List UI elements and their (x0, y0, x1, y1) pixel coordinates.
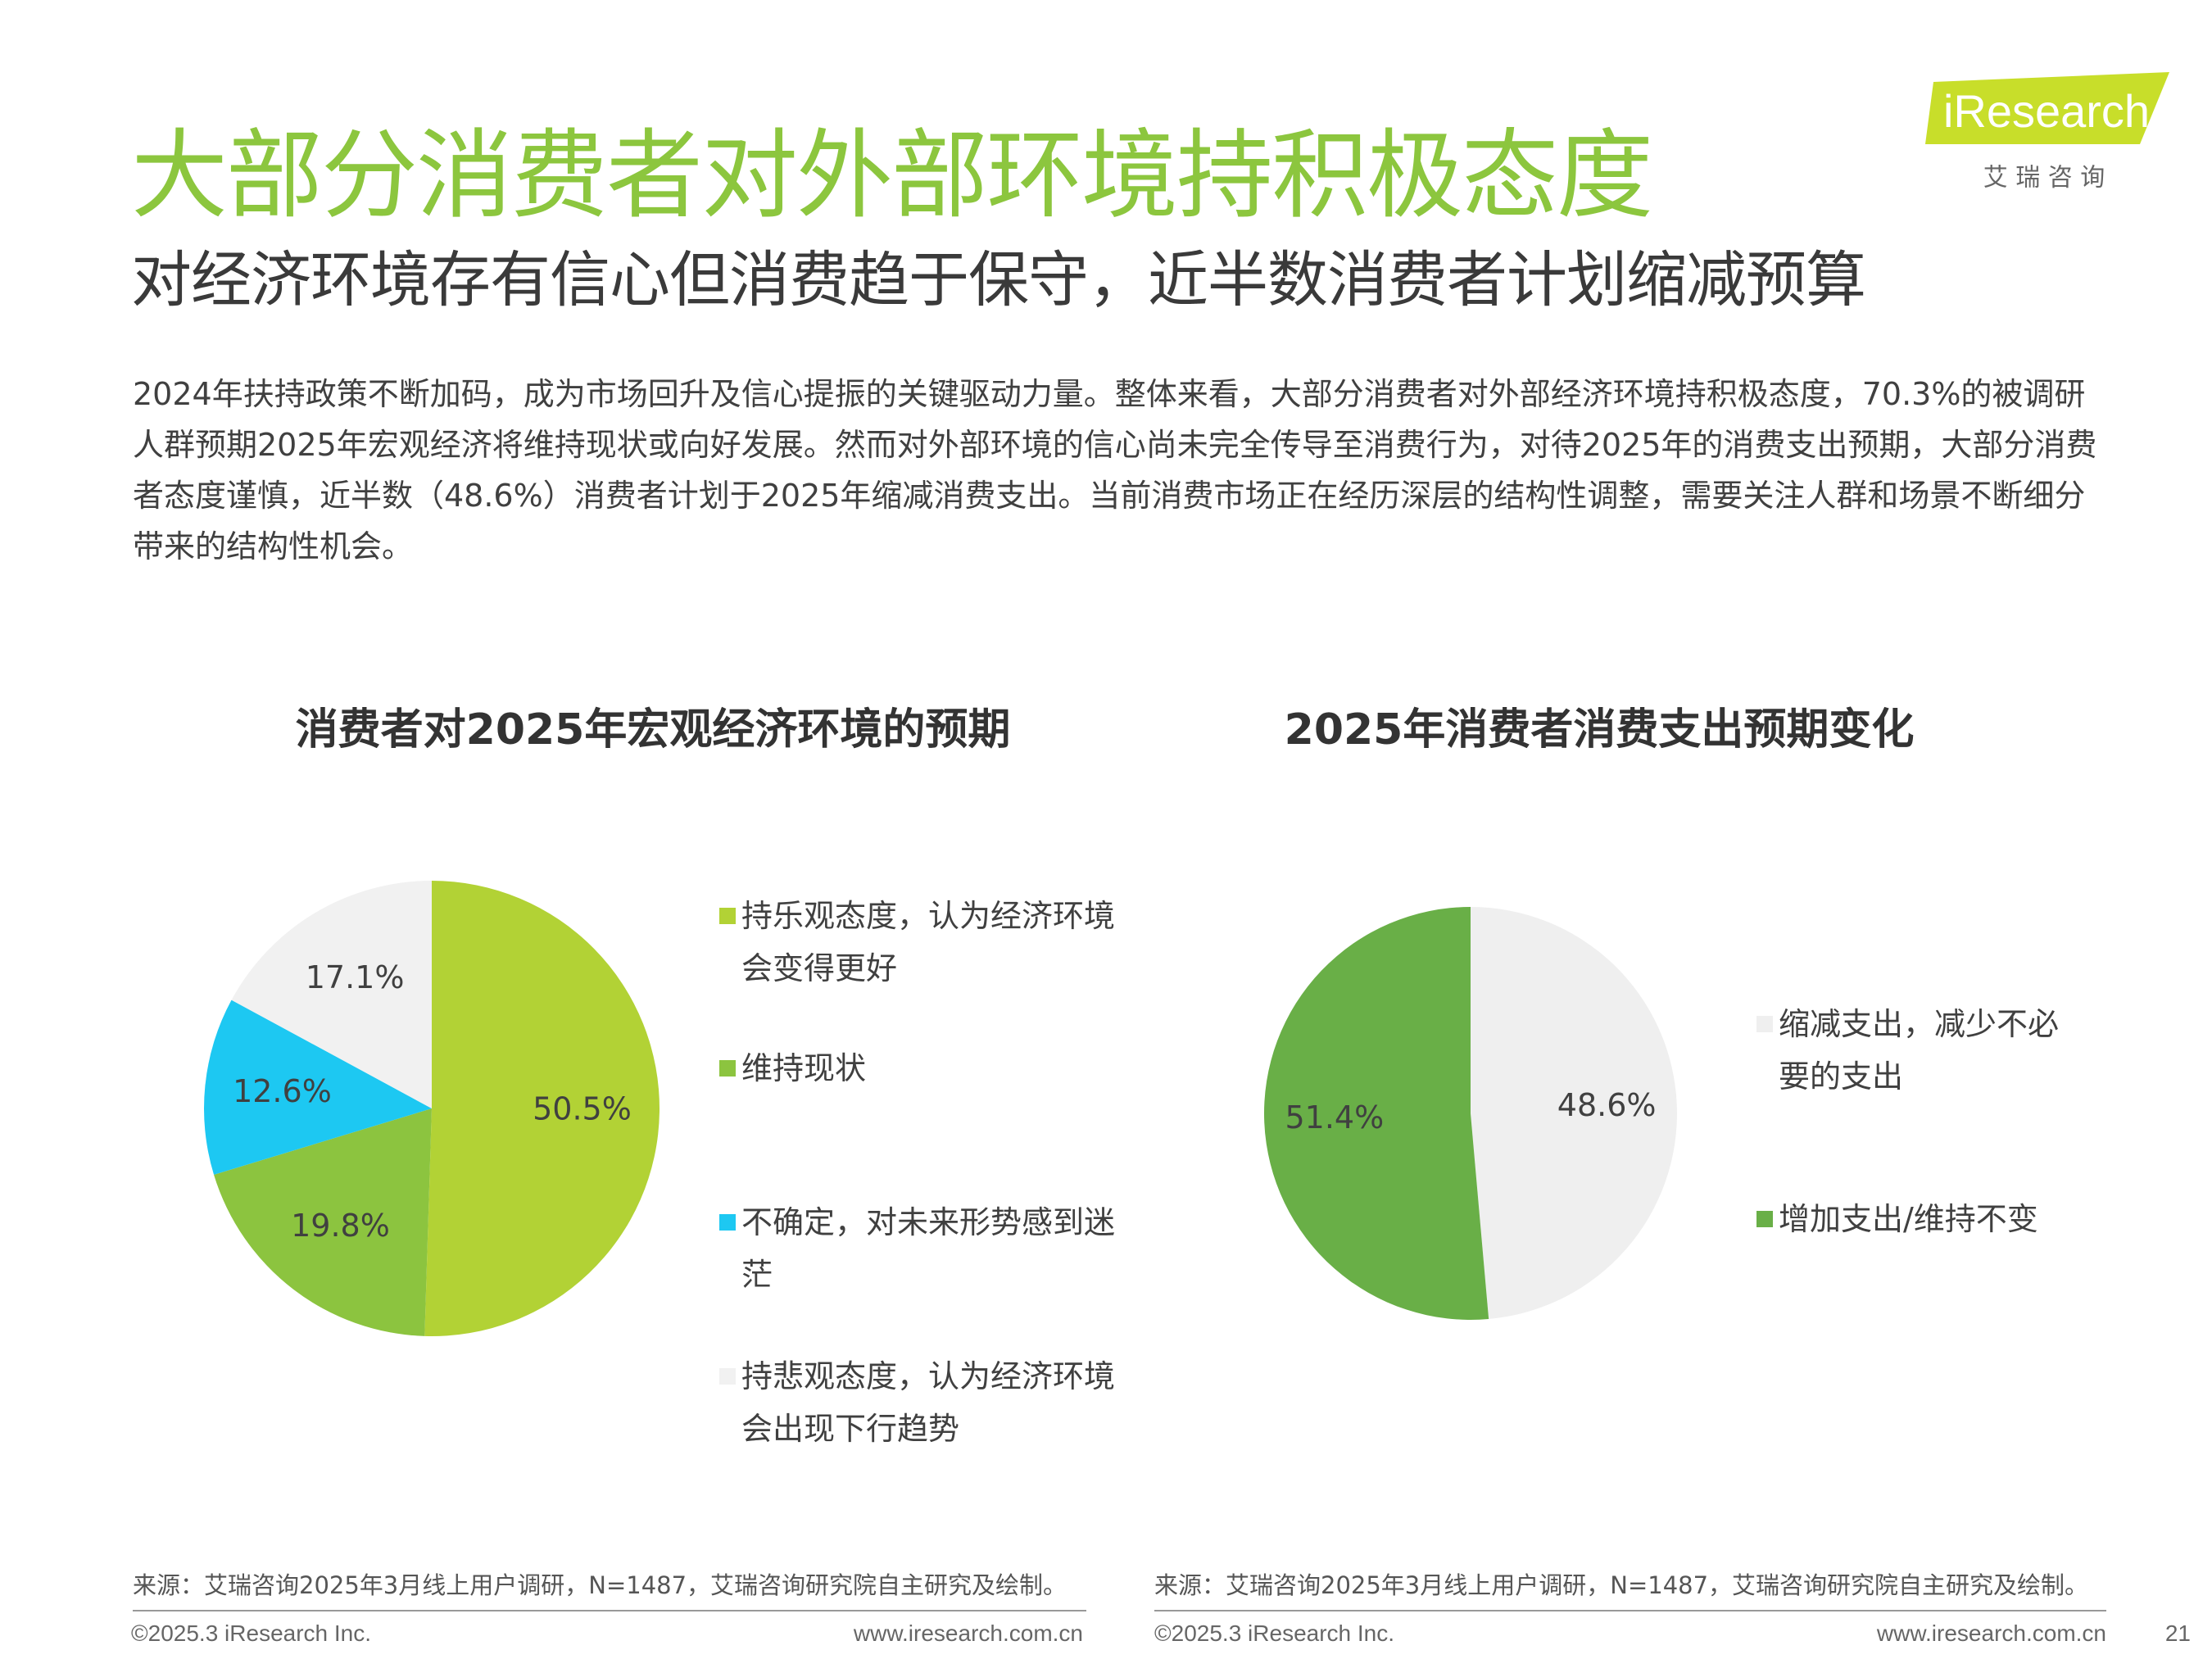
copyright: ©2025.3 iResearch Inc. (1154, 1620, 1395, 1646)
legend-swatch (719, 1214, 736, 1231)
chart-title: 2025年消费者消费支出预期变化 (1284, 705, 1915, 755)
legend-swatch (719, 1060, 736, 1077)
legend-swatch (719, 908, 736, 924)
logo-tagline: 艾 瑞 咨 询 (1983, 164, 2105, 193)
legend-item: 不确定，对未来形势感到迷茫 (719, 1196, 1126, 1301)
url: www.iresearch.com.cn (1876, 1620, 2106, 1646)
page-number: 21 (2164, 1620, 2191, 1646)
pie-slice (214, 1108, 432, 1336)
value-label: 19.8% (291, 1208, 390, 1244)
logo-badge (1925, 72, 2169, 144)
legend-item: 维持现状 (719, 1042, 1126, 1095)
value-label: 51.4% (1285, 1099, 1384, 1135)
copyright: ©2025.3 iResearch Inc. (131, 1620, 372, 1646)
pie-slice (424, 880, 660, 1336)
pie-slice (1263, 907, 1489, 1320)
value-label: 50.5% (533, 1090, 632, 1126)
legend-swatch (1756, 1211, 1773, 1227)
legend-swatch (719, 1368, 736, 1385)
legend-swatch (1756, 1016, 1773, 1032)
source: 来源：艾瑞咨询2025年3月线上用户调研，N=1487，艾瑞咨询研究院自主研究及… (1154, 1571, 2089, 1599)
legend-item: 持乐观态度，认为经济环境会变得更好 (719, 890, 1126, 995)
url: www.iresearch.com.cn (853, 1620, 1083, 1646)
value-label: 48.6% (1557, 1087, 1657, 1123)
title: 大部分消费者对外部环境持积极态度 (131, 119, 1653, 232)
pie-slice (1471, 907, 1677, 1320)
legend-item: 增加支出/维持不变 (1756, 1193, 2082, 1245)
source: 来源：艾瑞咨询2025年3月线上用户调研，N=1487，艾瑞咨询研究院自主研究及… (133, 1571, 1067, 1599)
subtitle: 对经济环境存有信心但消费趋于保守，近半数消费者计划缩减预算 (131, 245, 1866, 315)
value-label: 17.1% (306, 959, 405, 995)
chart-title: 消费者对2025年宏观经济环境的预期 (295, 705, 1011, 755)
logo-name: iResearch (1943, 85, 2150, 137)
legend-item: 缩减支出，减少不必要的支出 (1756, 998, 2082, 1103)
pie-slice (204, 999, 433, 1175)
value-label: 12.6% (233, 1073, 332, 1109)
paragraph: 2024年扶持政策不断加码，成为市场回升及信心提振的关键驱动力量。整体来看，大部… (133, 376, 2097, 564)
legend-item: 持悲观态度，认为经济环境会出现下行趋势 (719, 1350, 1126, 1455)
pie-slice (231, 881, 432, 1108)
